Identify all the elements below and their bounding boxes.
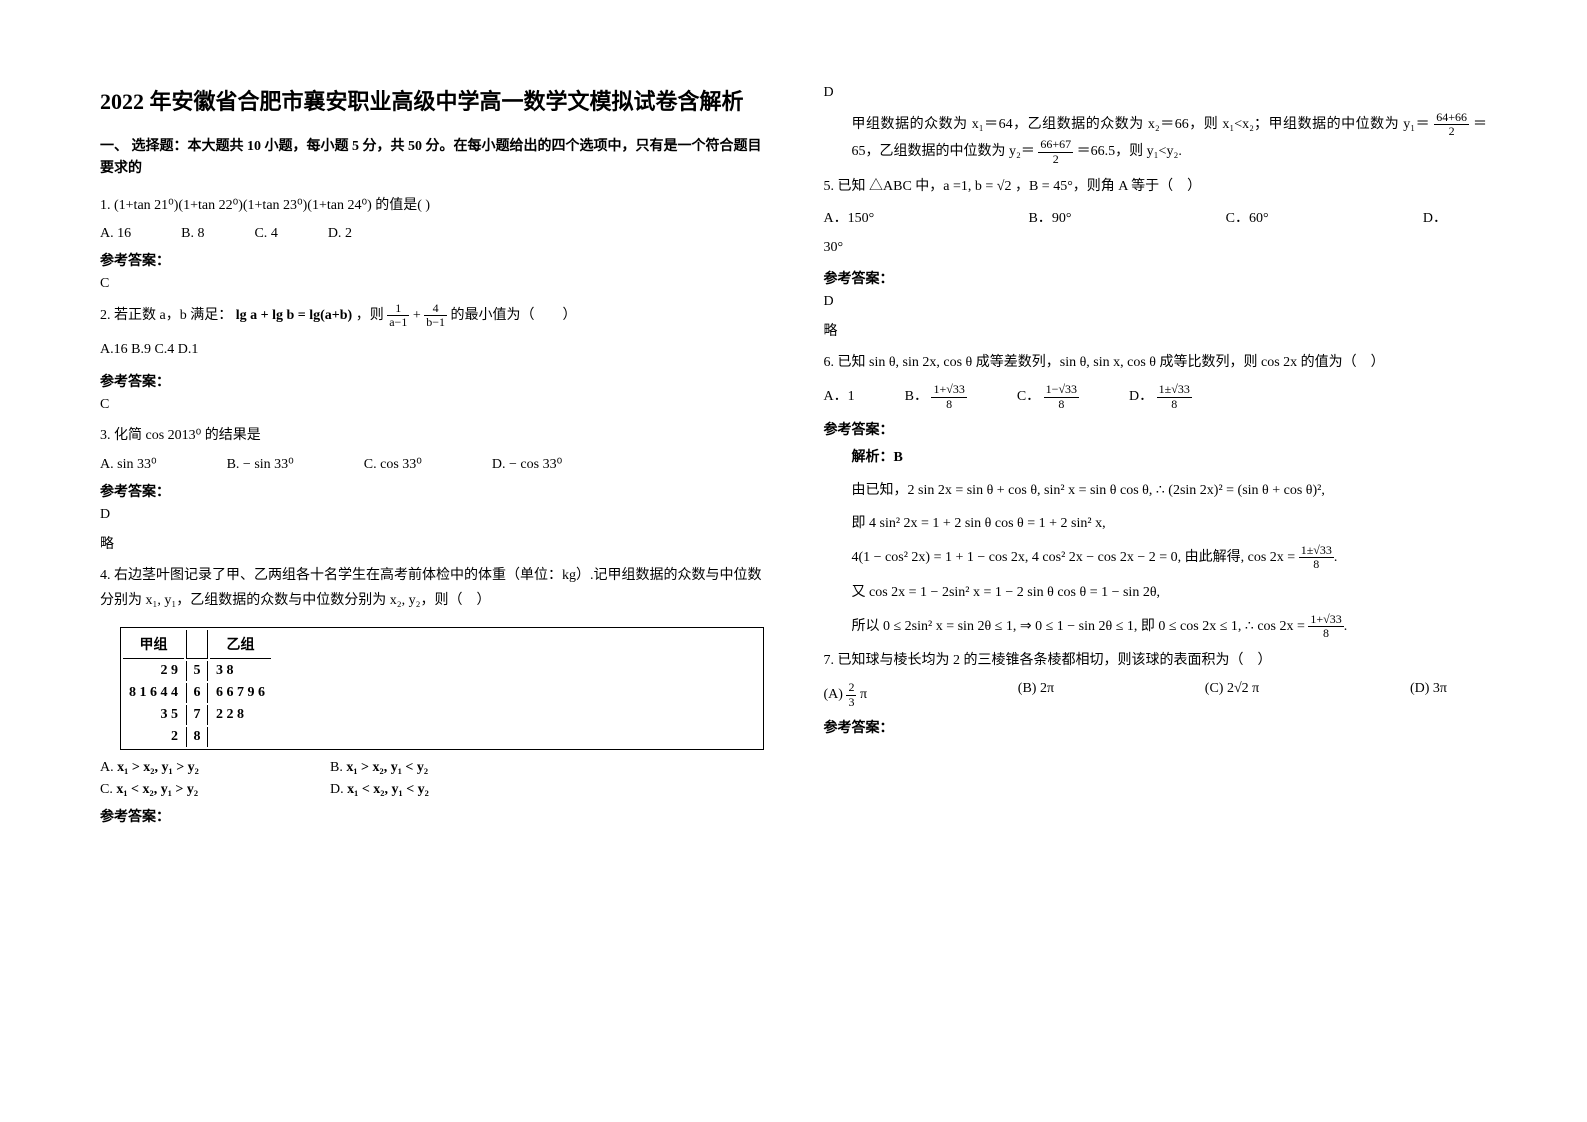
exam-title: 2022 年安徽省合肥市襄安职业高级中学高一数学文模拟试卷含解析	[100, 85, 764, 118]
q4-expl-f1: 64+662	[1434, 111, 1469, 138]
q5-ans: D	[824, 294, 1488, 310]
q5-A: A．150°	[824, 207, 875, 227]
q7-C: (C) 2√2 π	[1205, 681, 1259, 708]
plot-h3: 乙组	[210, 630, 271, 659]
q3-A: A. sin 33⁰	[100, 456, 157, 473]
q5-B: B．90°	[1028, 207, 1071, 227]
q5: 5. 已知 △ABC 中，a =1, b = √2 ，B = 45°，则角 A …	[824, 174, 1488, 199]
q2-mid: ，则	[356, 308, 384, 323]
q4-C: C. x₁ < x₂, y₁ > y₂	[100, 782, 300, 798]
q5-text: 已知 △ABC 中，a =1, b = √2 ，B = 45°，则角 A 等于（…	[838, 179, 1202, 194]
q3-ans-label: 参考答案：	[100, 481, 764, 501]
q3-note: 略	[100, 533, 764, 553]
q7-options: (A) 23 π (B) 2π (C) 2√2 π (D) 3π	[824, 681, 1488, 708]
q5-num: 5.	[824, 179, 835, 194]
q2-ans-label: 参考答案：	[100, 371, 764, 391]
q4-ans-label: 参考答案：	[100, 806, 764, 826]
q1-A: A. 16	[100, 226, 131, 242]
q6-l2: 即 4 sin² 2x = 1 + 2 sin θ cos θ = 1 + 2 …	[824, 511, 1488, 536]
plot-h2	[186, 630, 208, 659]
q6-C: C． 1−√338	[1017, 383, 1079, 410]
q2-plus: +	[413, 308, 421, 323]
q6-ans-label: 参考答案：	[824, 419, 1488, 439]
q3-text: 化简 cos 2013⁰ 的结果是	[114, 428, 261, 443]
q6-sol-label: 解析：B	[824, 445, 1488, 470]
q6-options: A．1 B． 1+√338 C． 1−√338 D． 1±√338	[824, 383, 1488, 410]
q2: 2. 若正数 a，b 满足： lg a + lg b = lg(a+b) ，则 …	[100, 302, 764, 329]
q6-D: D． 1±√338	[1129, 383, 1192, 410]
q4-B: B. x₁ > x₂, y₁ < y₂	[330, 760, 530, 776]
q7-text: 已知球与棱长均为 2 的三棱锥各条棱都相切，则该球的表面积为（ ）	[838, 653, 1272, 668]
q6: 6. 已知 sin θ, sin 2x, cos θ 成等差数列，sin θ, …	[824, 350, 1488, 375]
q3-options: A. sin 33⁰ B. − sin 33⁰ C. cos 33⁰ D. − …	[100, 456, 764, 473]
q1-num: 1.	[100, 198, 111, 213]
q3: 3. 化简 cos 2013⁰ 的结果是	[100, 423, 764, 448]
q5-ans-label: 参考答案：	[824, 268, 1488, 288]
q5-C: C．60°	[1226, 207, 1269, 227]
q5-D-val: 30°	[824, 235, 1488, 260]
q5-options: A．150° B．90° C．60° D．	[824, 207, 1488, 227]
q1-text: (1+tan 21⁰)(1+tan 22⁰)(1+tan 23⁰)(1+tan …	[114, 198, 430, 213]
right-column: D 甲组数据的众数为 x₁＝64，乙组数据的众数为 x₂＝66，则 x₁<x₂；…	[824, 85, 1488, 1092]
q5-note: 略	[824, 320, 1488, 340]
q6-l3: 4(1 − cos² 2x) = 1 + 1 − cos 2x, 4 cos² …	[824, 544, 1488, 571]
q1-ans: C	[100, 276, 764, 292]
q1-B: B. 8	[181, 226, 204, 242]
q2-frac2: 4b−1	[424, 302, 447, 329]
q4-expl: 甲组数据的众数为 x₁＝64，乙组数据的众数为 x₂＝66，则 x₁<x₂；甲组…	[824, 111, 1488, 166]
q1-C: C. 4	[254, 226, 277, 242]
q3-num: 3.	[100, 428, 111, 443]
q7-D: (D) 3π	[1410, 681, 1447, 708]
q4-A: A. x₁ > x₂, y₁ > y₂	[100, 760, 300, 776]
q3-B: B. − sin 33⁰	[227, 456, 294, 473]
q6-l5: 所以 0 ≤ 2sin² x = sin 2θ ≤ 1, ⇒ 0 ≤ 1 − s…	[824, 613, 1488, 640]
left-column: 2022 年安徽省合肥市襄安职业高级中学高一数学文模拟试卷含解析 一、 选择题：…	[100, 85, 764, 1092]
q4-num: 4.	[100, 568, 111, 583]
q2-ans: C	[100, 397, 764, 413]
q6-text: 已知 sin θ, sin 2x, cos θ 成等差数列，sin θ, sin…	[838, 355, 1385, 370]
plot-h1: 甲组	[123, 630, 184, 659]
q1-ans-label: 参考答案：	[100, 250, 764, 270]
q4: 4. 右边茎叶图记录了甲、乙两组各十名学生在高考前体检中的体重（单位：kg）.记…	[100, 563, 764, 613]
q1: 1. (1+tan 21⁰)(1+tan 22⁰)(1+tan 23⁰)(1+t…	[100, 193, 764, 218]
q6-A: A．1	[824, 384, 855, 409]
q7: 7. 已知球与棱长均为 2 的三棱锥各条棱都相切，则该球的表面积为（ ）	[824, 648, 1488, 673]
q3-ans: D	[100, 507, 764, 523]
q2-eq: lg a + lg b = lg(a+b)	[236, 308, 353, 323]
q2-pre: 若正数 a，b 满足：	[114, 308, 232, 323]
q4-D: D. x₁ < x₂, y₁ < y₂	[330, 782, 530, 798]
q6-l1: 由已知，2 sin 2x = sin θ + cos θ, sin² x = s…	[824, 478, 1488, 503]
q4-options: A. x₁ > x₂, y₁ > y₂ B. x₁ > x₂, y₁ < y₂ …	[100, 760, 764, 798]
q3-D: D. − cos 33⁰	[492, 456, 562, 473]
q4-expl-f2: 66+672	[1038, 138, 1073, 165]
q6-B: B． 1+√338	[905, 383, 967, 410]
q4-expl-pre: 甲组数据的众数为 x₁＝64，乙组数据的众数为 x₂＝66，则 x₁<x₂；甲组…	[852, 117, 1431, 132]
section-1-header: 一、 选择题：本大题共 10 小题，每小题 5 分，共 50 分。在每小题给出的…	[100, 136, 764, 181]
q4-text: 右边茎叶图记录了甲、乙两组各十名学生在高考前体检中的体重（单位：kg）.记甲组数…	[100, 568, 762, 608]
q4-expl-post: ＝66.5，则 y₁<y₂.	[1077, 144, 1182, 159]
q7-ans-label: 参考答案：	[824, 717, 1488, 737]
q2-opts: A.16 B.9 C.4 D.1	[100, 337, 764, 362]
q2-post: 的最小值为（ ）	[451, 308, 577, 323]
q1-options: A. 16 B. 8 C. 4 D. 2	[100, 226, 764, 242]
q2-num: 2.	[100, 308, 111, 323]
q3-C: C. cos 33⁰	[364, 456, 422, 473]
q1-D: D. 2	[328, 226, 352, 242]
q7-num: 7.	[824, 653, 835, 668]
stem-leaf-plot: 甲组 乙组 2 953 8 8 1 6 4 466 6 7 9 6 3 572 …	[120, 627, 764, 750]
q6-num: 6.	[824, 355, 835, 370]
q6-l4: 又 cos 2x = 1 − 2sin² x = 1 − 2 sin θ cos…	[824, 580, 1488, 605]
q2-frac1: 1a−1	[387, 302, 409, 329]
q5-D: D．	[1423, 207, 1447, 227]
q7-B: (B) 2π	[1018, 681, 1054, 708]
q7-A: (A) 23 π	[824, 681, 868, 708]
q4-ans: D	[824, 85, 1488, 101]
